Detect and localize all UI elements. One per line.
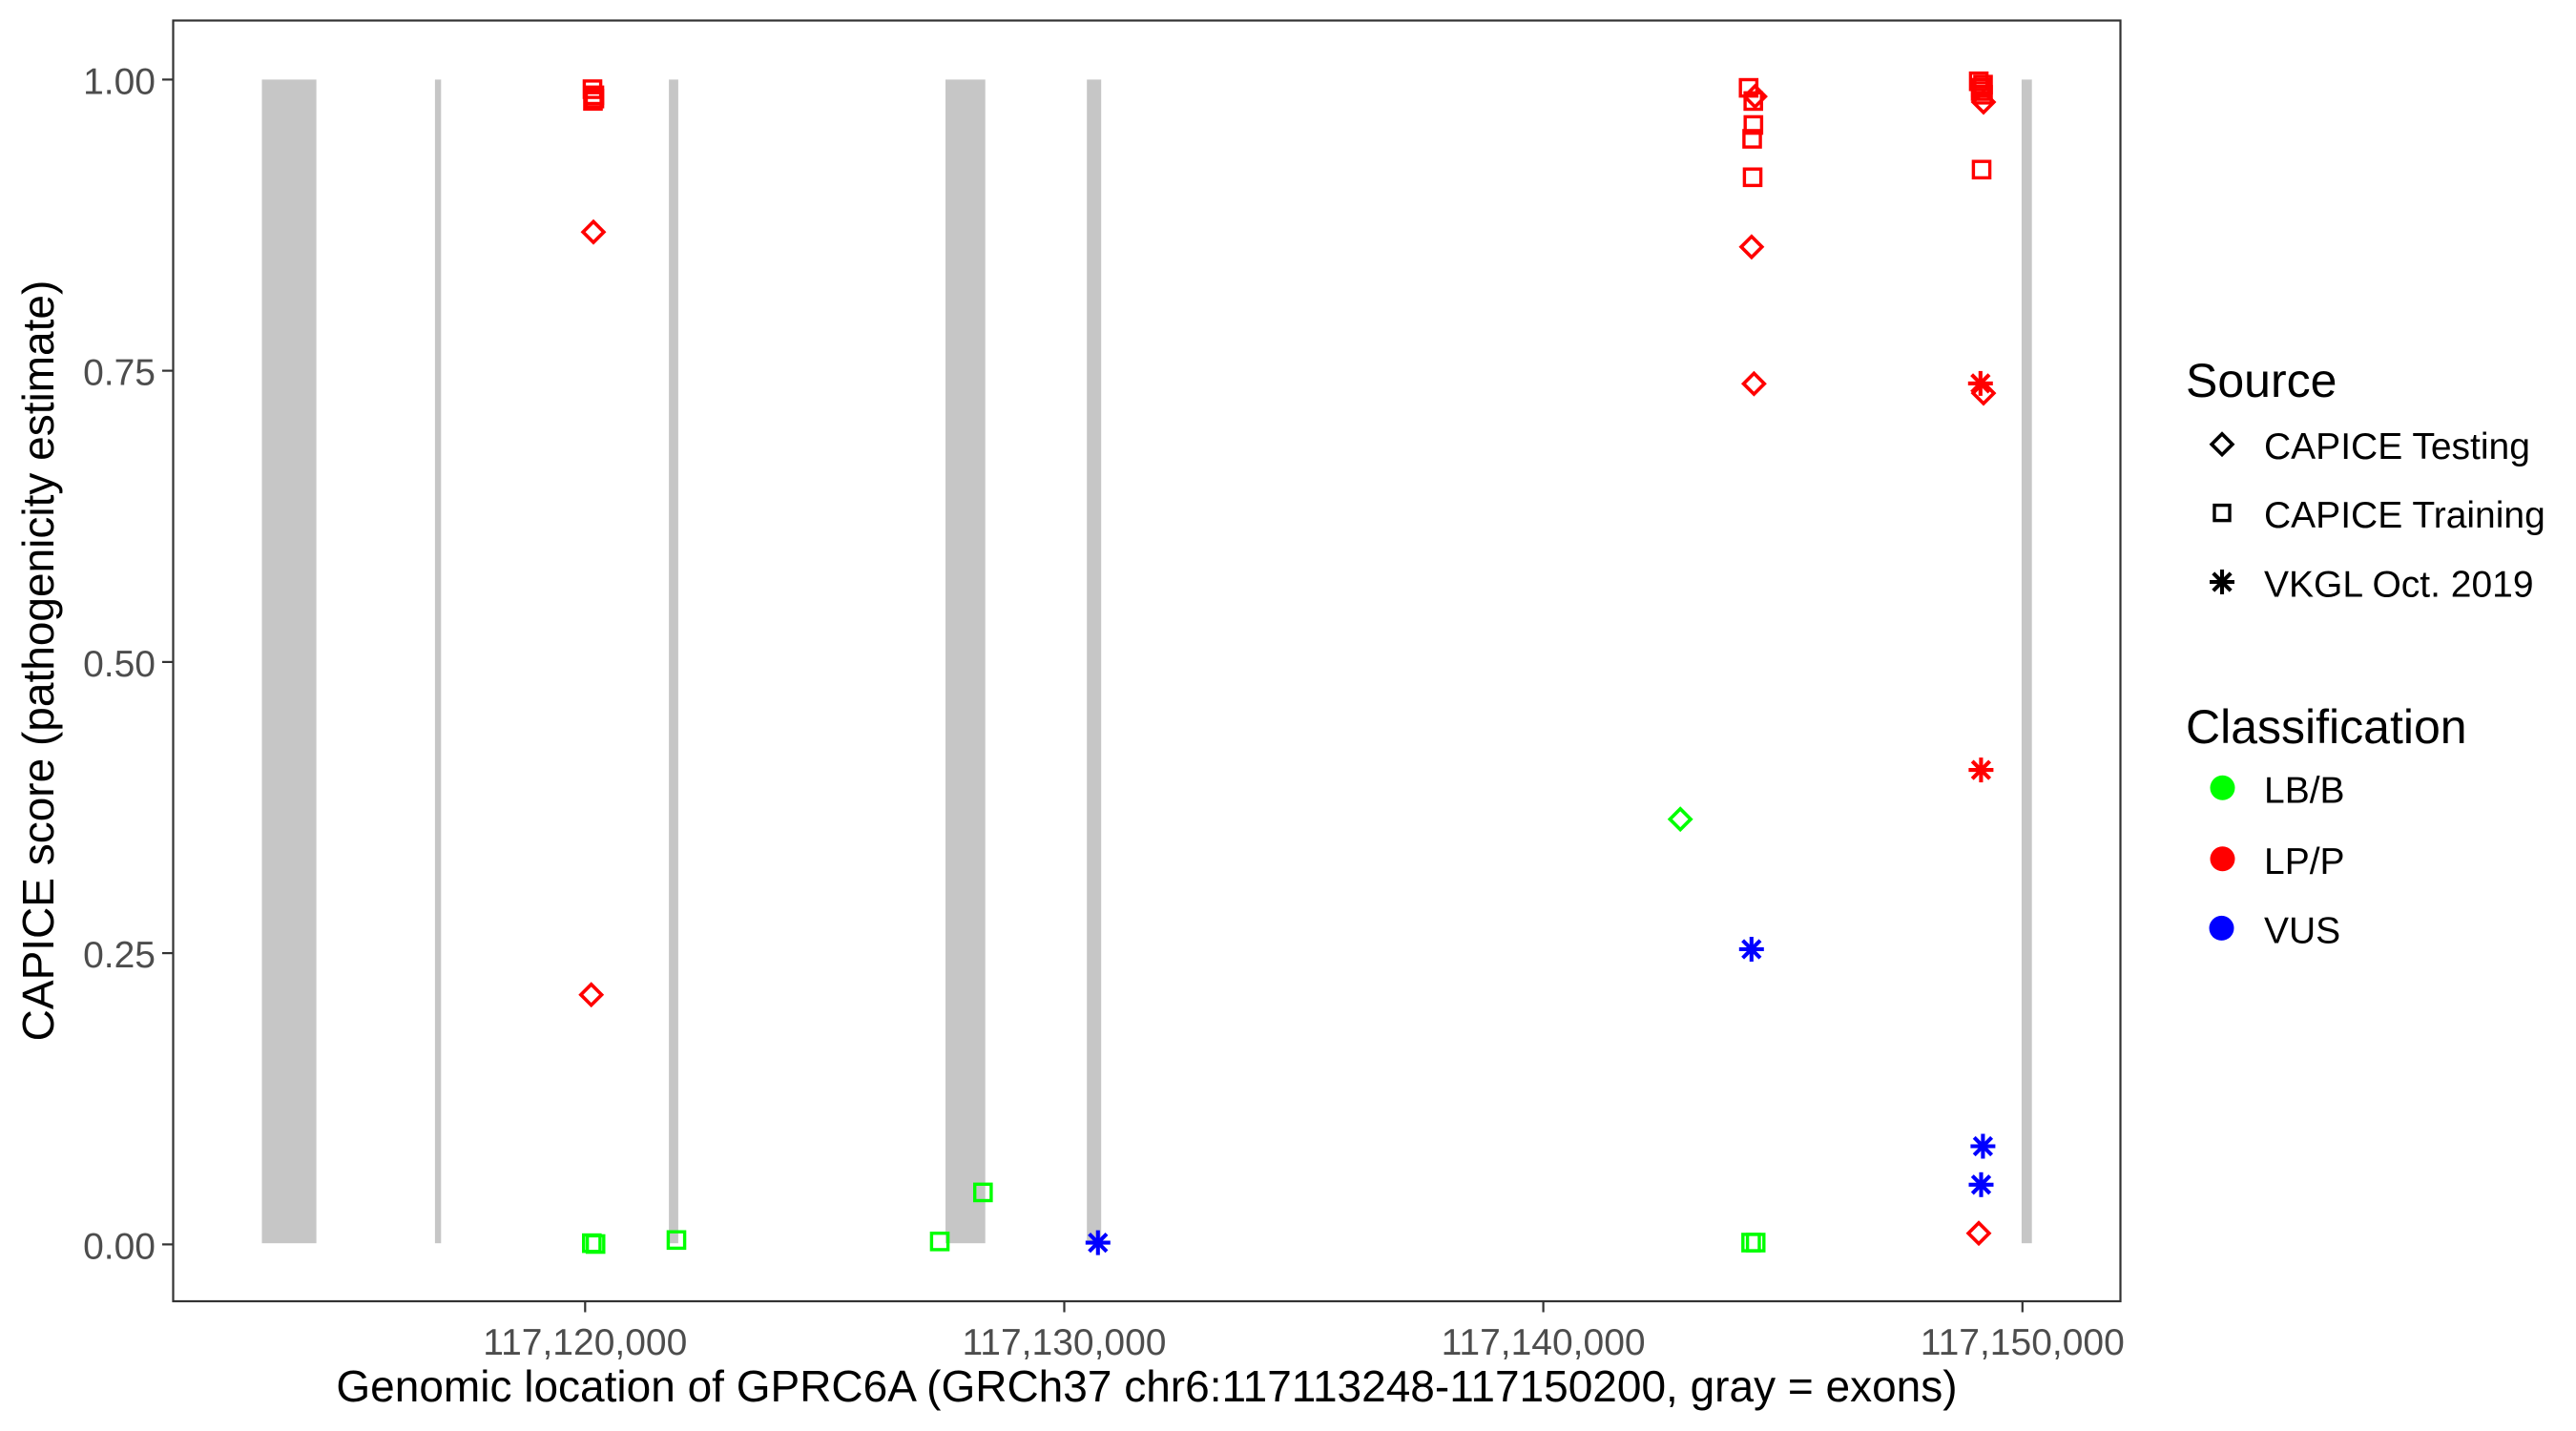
svg-text:CAPICE Training: CAPICE Training <box>2264 495 2545 536</box>
svg-text:117,150,000: 117,150,000 <box>1921 1322 2125 1363</box>
svg-text:Source: Source <box>2186 354 2337 407</box>
svg-text:117,130,000: 117,130,000 <box>963 1322 1167 1363</box>
svg-text:VUS: VUS <box>2264 910 2340 951</box>
svg-text:117,140,000: 117,140,000 <box>1442 1322 1646 1363</box>
svg-text:0.50: 0.50 <box>83 644 156 685</box>
svg-text:VKGL Oct. 2019: VKGL Oct. 2019 <box>2264 565 2534 606</box>
svg-text:0.25: 0.25 <box>83 935 156 976</box>
svg-text:CAPICE Testing: CAPICE Testing <box>2264 426 2530 467</box>
svg-text:Genomic location of GPRC6A (GR: Genomic location of GPRC6A (GRCh37 chr6:… <box>336 1361 1957 1411</box>
svg-text:0.75: 0.75 <box>83 353 156 394</box>
svg-text:1.00: 1.00 <box>83 61 156 102</box>
svg-text:Classification: Classification <box>2186 700 2467 754</box>
svg-text:CAPICE score (pathogenicity es: CAPICE score (pathogenicity estimate) <box>13 280 63 1042</box>
svg-text:LP/P: LP/P <box>2264 841 2345 882</box>
svg-text:117,120,000: 117,120,000 <box>483 1322 687 1363</box>
svg-text:0.00: 0.00 <box>83 1226 156 1267</box>
svg-text:LB/B: LB/B <box>2264 770 2345 811</box>
